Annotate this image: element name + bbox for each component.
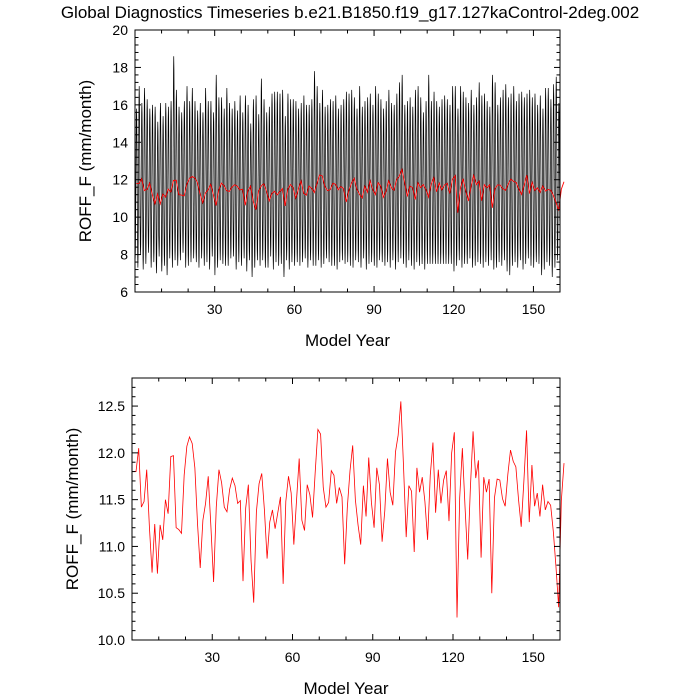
annual-line	[133, 401, 565, 618]
y-tick-label: 6	[120, 284, 128, 300]
chart-title: Global Diagnostics Timeseries b.e21.B185…	[61, 3, 639, 22]
x-tick-label: 150	[522, 301, 546, 317]
x-axis-label: Model Year	[303, 679, 388, 698]
y-tick-label: 8	[120, 247, 128, 263]
top-chart: 30 60 90 120 150 6 8 10 12 14 16 18 20 Model Year R…	[76, 22, 565, 350]
x-tick-label: 90	[365, 649, 381, 665]
y-tick-labels: 6 8 10 12 14 16 18 20	[112, 22, 128, 300]
x-tick-label: 60	[285, 649, 301, 665]
monthly-line	[134, 56, 561, 278]
y-tick-label: 14	[112, 134, 128, 150]
x-tick-label: 60	[287, 301, 303, 317]
axis-ticks	[135, 29, 560, 293]
x-tick-label: 90	[366, 301, 382, 317]
y-axis-label: ROFF_F (mm/month)	[76, 80, 95, 242]
x-tick-labels: 30 60 90 120 150	[204, 649, 545, 665]
x-axis-label: Model Year	[305, 331, 390, 350]
y-tick-label: 11.0	[99, 538, 125, 554]
y-axis-label: ROFF_F (mm/month)	[63, 428, 82, 590]
bottom-chart: 30 60 90 120 150 10.0 10.5 11.0 11.5 12.0 12.5 Mo…	[63, 377, 565, 698]
plot-frame	[131, 377, 561, 641]
x-tick-label: 120	[442, 301, 466, 317]
y-tick-label: 12	[112, 172, 128, 188]
y-tick-label: 18	[112, 59, 128, 75]
x-tick-label: 30	[207, 301, 223, 317]
y-tick-label: 12.5	[98, 398, 125, 414]
monthly-series	[134, 56, 561, 278]
x-tick-labels: 30 60 90 120 150	[207, 301, 545, 317]
axis-ticks	[132, 377, 560, 641]
y-tick-label: 11.5	[99, 492, 125, 508]
x-tick-label: 120	[441, 649, 465, 665]
y-tick-label: 10.0	[98, 632, 125, 648]
y-tick-label: 12.0	[98, 445, 125, 461]
y-tick-label: 10	[112, 209, 128, 225]
y-tick-label: 10.5	[98, 585, 125, 601]
y-tick-labels: 10.0 10.5 11.0 11.5 12.0 12.5	[98, 398, 125, 648]
annual-series	[136, 167, 565, 213]
y-tick-label: 16	[112, 97, 128, 113]
annual-series	[133, 401, 565, 618]
y-tick-label: 20	[112, 22, 128, 38]
x-tick-label: 150	[522, 649, 546, 665]
x-tick-label: 30	[204, 649, 220, 665]
annual-line	[136, 167, 565, 213]
